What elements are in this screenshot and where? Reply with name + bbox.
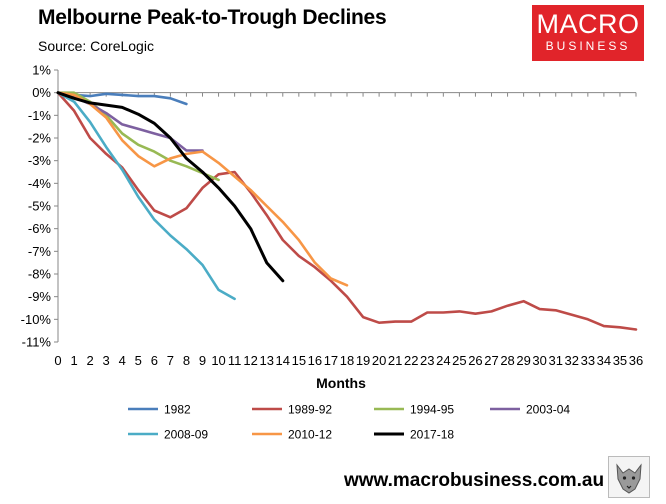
legend-label-2008-09: 2008-09 — [164, 428, 208, 442]
x-tick-label: 28 — [500, 353, 514, 368]
x-tick-label: 27 — [484, 353, 498, 368]
x-tick-label: 0 — [54, 353, 61, 368]
y-tick-label: -8% — [28, 267, 52, 282]
y-tick-label: -9% — [28, 289, 52, 304]
x-tick-label: 33 — [581, 353, 595, 368]
x-tick-label: 8 — [183, 353, 190, 368]
x-tick-label: 11 — [228, 353, 242, 368]
y-tick-label: -2% — [28, 131, 52, 146]
series-line-1989-92 — [56, 91, 638, 331]
series-line-2010-12 — [56, 91, 349, 287]
x-tick-label: 18 — [340, 353, 354, 368]
legend-label-2017-18: 2017-18 — [410, 428, 454, 442]
series-lines — [56, 91, 638, 331]
y-tick-label: -5% — [28, 199, 52, 214]
y-tick-label: -11% — [22, 335, 52, 350]
x-tick-label: 7 — [167, 353, 174, 368]
chart-subtitle: Source: CoreLogic — [38, 38, 154, 54]
chart-title: Melbourne Peak-to-Trough Declines — [38, 6, 387, 29]
legend-label-2003-04: 2003-04 — [526, 403, 570, 417]
x-tick-label: 25 — [452, 353, 466, 368]
logo-line1: MACRO — [536, 9, 640, 39]
wolf-logo-icon — [608, 456, 650, 498]
y-tick-label: -7% — [28, 244, 52, 259]
x-tick-label: 22 — [404, 353, 418, 368]
x-tick-label: 32 — [565, 353, 579, 368]
x-tick-label: 12 — [243, 353, 257, 368]
legend-label-1989-92: 1989-92 — [288, 403, 332, 417]
x-tick-label: 13 — [259, 353, 273, 368]
x-tick-label: 16 — [308, 353, 322, 368]
x-tick-label: 10 — [211, 353, 225, 368]
x-tick-label: 20 — [372, 353, 386, 368]
x-tick-label: 5 — [135, 353, 142, 368]
x-tick-label: 17 — [324, 353, 338, 368]
x-tick-label: 23 — [420, 353, 434, 368]
y-tick-label: -10% — [21, 312, 52, 327]
x-tick-label: 30 — [532, 353, 546, 368]
x-tick-label: 35 — [613, 353, 627, 368]
x-tick-label: 36 — [629, 353, 643, 368]
x-tick-label: 1 — [70, 353, 77, 368]
x-tick-label: 19 — [356, 353, 370, 368]
x-tick-label: 29 — [516, 353, 530, 368]
footer-url: www.macrobusiness.com.au — [344, 470, 605, 491]
y-tick-label: -1% — [28, 108, 52, 123]
legend: 1982 1989-92 1994-95 2003-04 2008-09 2010-12 2… — [128, 403, 570, 442]
x-tick-label: 15 — [292, 353, 306, 368]
x-tick-label: 34 — [597, 353, 611, 368]
x-tick-label: 24 — [436, 353, 450, 368]
x-axis-title: Months — [316, 375, 366, 391]
x-tick-label: 4 — [119, 353, 126, 368]
series-line-1994-95 — [56, 91, 220, 182]
y-tick-label: -6% — [28, 221, 52, 236]
y-tick-label: -3% — [28, 153, 52, 168]
y-tick-label: 1% — [32, 63, 51, 78]
x-tick-label: 14 — [276, 353, 290, 368]
axes: 1% 0% -1% -2% -3% -4% -5% -6% -7% -8% -9% -10% -11%0… — [21, 63, 644, 392]
legend-label-1982: 1982 — [164, 403, 191, 417]
x-tick-label: 21 — [388, 353, 402, 368]
x-tick-label: 26 — [468, 353, 482, 368]
x-tick-label: 31 — [548, 353, 562, 368]
x-tick-label: 9 — [199, 353, 206, 368]
logo-line2: BUSINESS — [545, 39, 631, 53]
x-tick-label: 6 — [151, 353, 158, 368]
series-line-2008-09 — [56, 91, 236, 301]
x-tick-label: 3 — [103, 353, 110, 368]
x-tick-label: 2 — [86, 353, 93, 368]
macrobusiness-logo: MACRO BUSINESS — [532, 5, 644, 61]
legend-label-1994-95: 1994-95 — [410, 403, 454, 417]
y-tick-label: -4% — [28, 176, 52, 191]
y-tick-label: 0% — [32, 85, 51, 100]
legend-label-2010-12: 2010-12 — [288, 428, 332, 442]
series-line-2017-18 — [56, 91, 285, 283]
